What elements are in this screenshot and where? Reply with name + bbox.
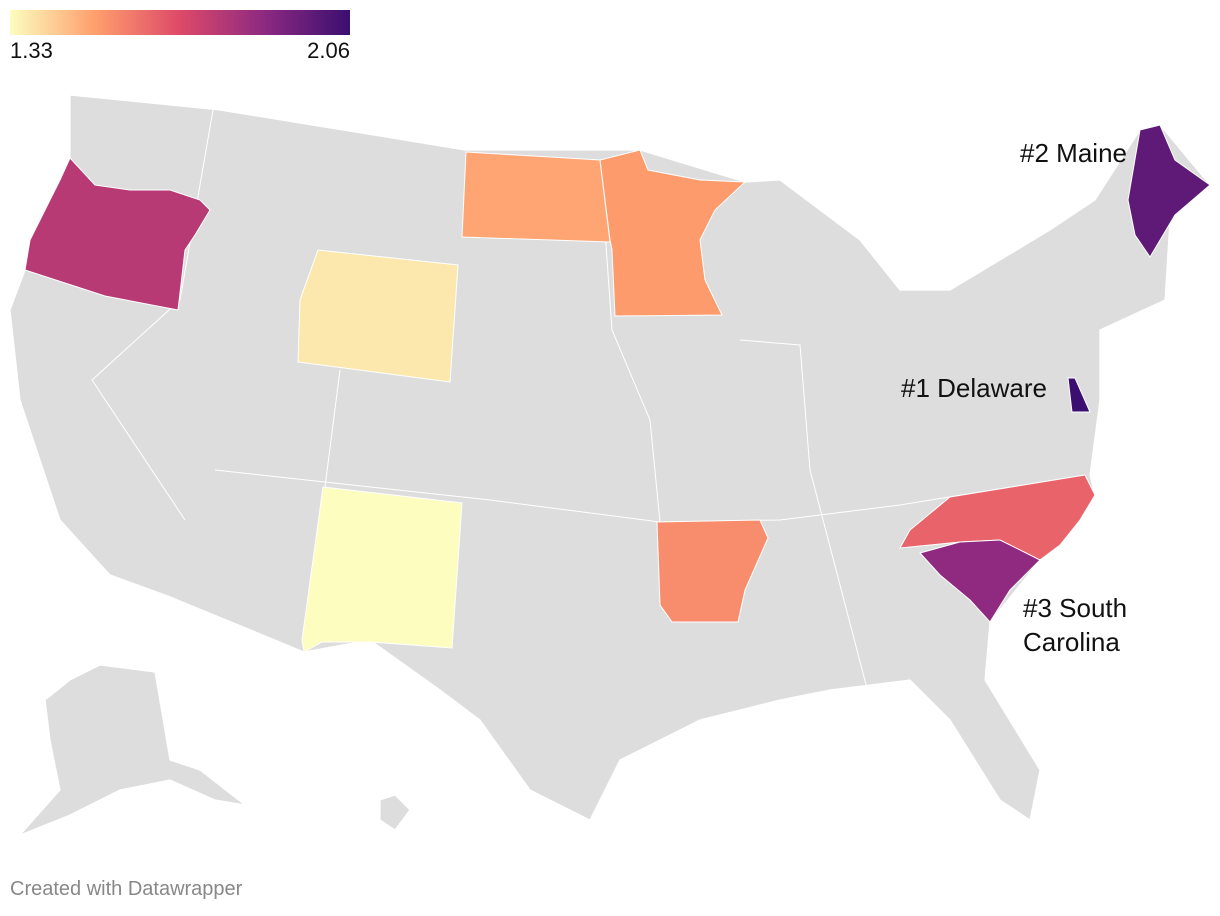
annotation: #1 Delaware — [901, 373, 1047, 403]
legend-max-label: 2.06 — [307, 38, 350, 63]
hawaii — [379, 794, 411, 831]
region — [461, 151, 611, 243]
state-border — [739, 339, 871, 701]
region — [297, 249, 459, 383]
region — [1067, 377, 1091, 413]
alaska — [19, 664, 246, 836]
annotation: #3 South Carolina — [1023, 593, 1128, 657]
region — [599, 149, 747, 317]
footer: Created with Datawrapper — [10, 878, 243, 900]
annotation: #2 Maine — [1020, 138, 1127, 168]
region — [1127, 124, 1211, 258]
region — [24, 157, 211, 311]
region — [301, 486, 463, 653]
state-border — [599, 159, 661, 523]
region — [656, 519, 769, 623]
legend-min-label: 1.33 — [10, 38, 53, 63]
region — [919, 539, 1041, 623]
legend-bar — [10, 10, 350, 35]
